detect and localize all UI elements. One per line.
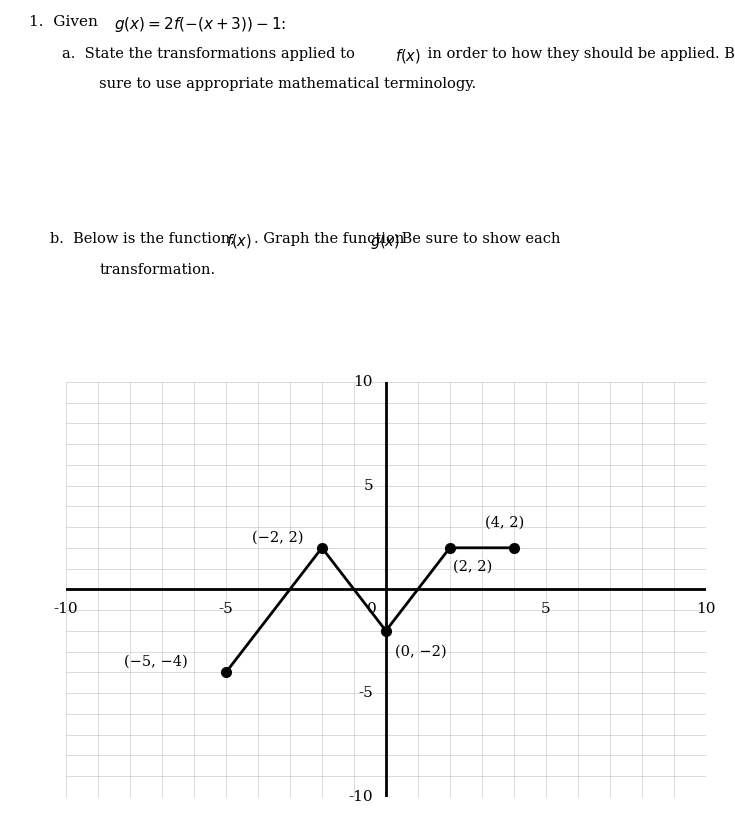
Text: 1.  Given: 1. Given bbox=[29, 15, 103, 29]
Text: -5: -5 bbox=[359, 686, 373, 700]
Text: $f(x)$: $f(x)$ bbox=[226, 232, 252, 250]
Text: $g(x)$: $g(x)$ bbox=[370, 232, 400, 251]
Text: 10: 10 bbox=[354, 375, 373, 388]
Text: 0: 0 bbox=[367, 602, 376, 616]
Text: 10: 10 bbox=[696, 602, 715, 616]
Text: 5: 5 bbox=[541, 602, 551, 616]
Text: (2, 2): (2, 2) bbox=[453, 559, 492, 574]
Text: . Graph the function: . Graph the function bbox=[254, 232, 409, 246]
Text: (−2, 2): (−2, 2) bbox=[251, 530, 303, 544]
Text: -10: -10 bbox=[348, 790, 373, 803]
Text: in order to how they should be applied. Be: in order to how they should be applied. … bbox=[423, 46, 735, 61]
Text: -5: -5 bbox=[218, 602, 234, 616]
Text: a.  State the transformations applied to: a. State the transformations applied to bbox=[62, 46, 360, 61]
Text: sure to use appropriate mathematical terminology.: sure to use appropriate mathematical ter… bbox=[99, 76, 476, 90]
Text: Be sure to show each: Be sure to show each bbox=[397, 232, 560, 246]
Text: -10: -10 bbox=[54, 602, 79, 616]
Text: (0, −2): (0, −2) bbox=[395, 645, 447, 658]
Text: $g(x) = 2f(-(x + 3)) - 1$:: $g(x) = 2f(-(x + 3)) - 1$: bbox=[114, 15, 286, 34]
Text: b.  Below is the function,: b. Below is the function, bbox=[50, 232, 240, 246]
Text: 5: 5 bbox=[364, 479, 373, 492]
Text: transformation.: transformation. bbox=[99, 263, 215, 277]
Text: $f(x)$: $f(x)$ bbox=[395, 46, 420, 65]
Text: (4, 2): (4, 2) bbox=[485, 516, 524, 530]
Text: (−5, −4): (−5, −4) bbox=[123, 655, 187, 669]
